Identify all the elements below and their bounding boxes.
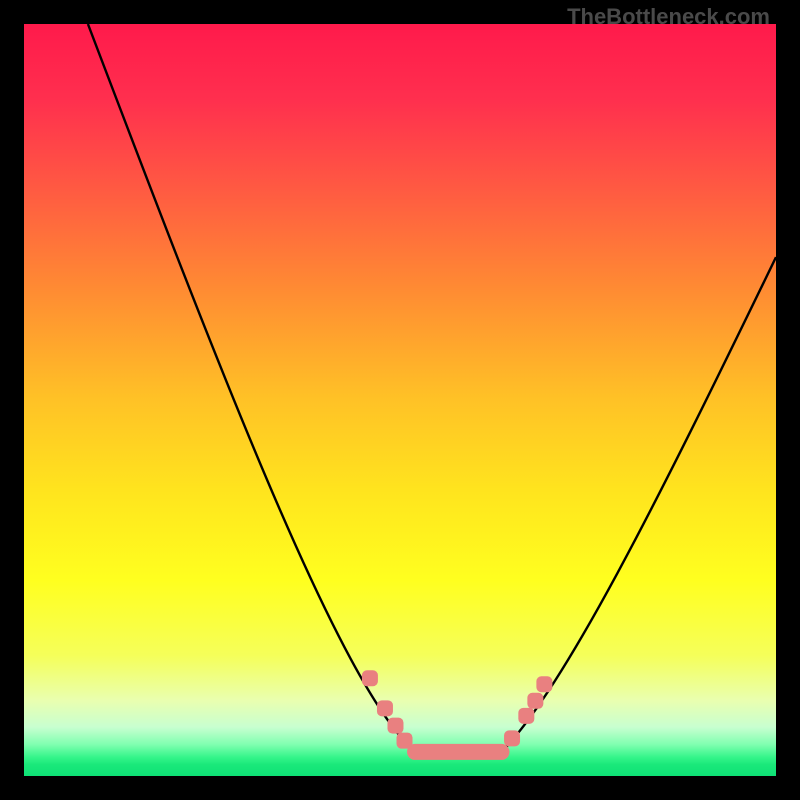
curve-marker: [397, 733, 413, 749]
curve-marker: [536, 676, 552, 692]
chart-stage: TheBottleneck.com: [0, 0, 800, 800]
curve-marker: [527, 693, 543, 709]
curve-marker: [387, 718, 403, 734]
marker-layer: [362, 670, 552, 748]
curve-marker: [362, 670, 378, 686]
watermark-text: TheBottleneck.com: [567, 4, 770, 30]
curve-marker: [377, 700, 393, 716]
curve-marker: [518, 708, 534, 724]
plot-area: [24, 24, 776, 776]
curve-overlay: [24, 24, 776, 776]
left-curve: [88, 24, 415, 752]
curve-marker: [504, 730, 520, 746]
